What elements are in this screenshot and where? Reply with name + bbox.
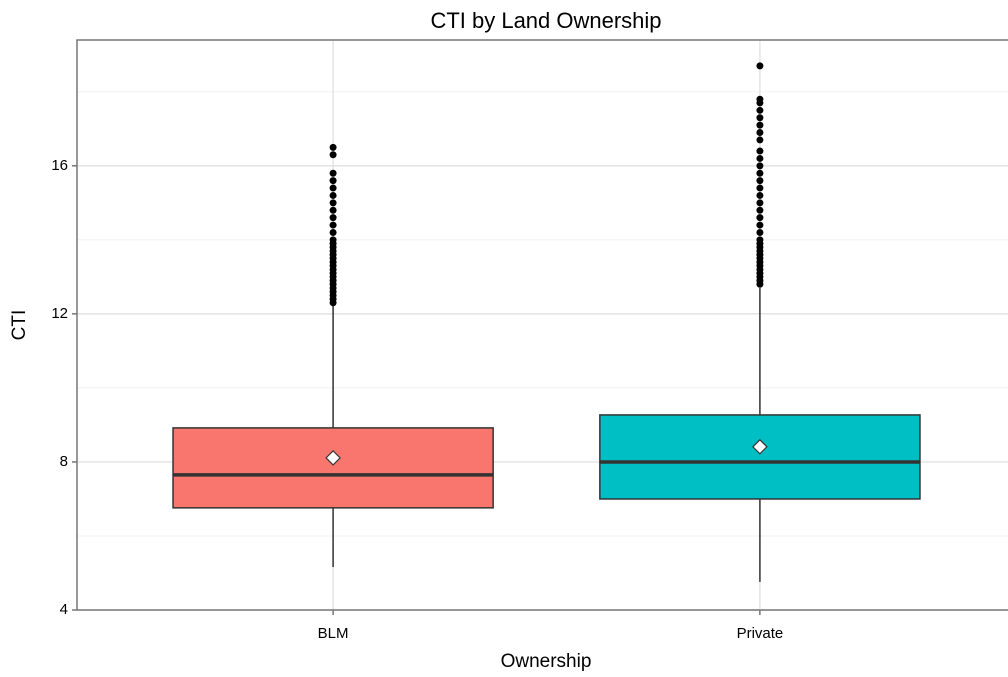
outlier <box>329 191 337 199</box>
outlier <box>329 151 337 159</box>
mean-marker <box>752 438 768 455</box>
outlier <box>756 147 764 155</box>
outlier <box>756 221 764 229</box>
outlier <box>756 214 764 222</box>
outlier <box>329 228 337 236</box>
outlier <box>329 221 337 229</box>
outlier <box>756 177 764 185</box>
outlier <box>756 62 764 70</box>
outlier <box>756 191 764 199</box>
mean-marker <box>325 450 341 466</box>
x-axis-label: Ownership <box>501 651 592 672</box>
box <box>599 414 921 500</box>
outlier <box>329 177 337 185</box>
outlier <box>756 184 764 192</box>
outlier <box>329 169 337 177</box>
outlier <box>756 106 764 114</box>
outlier <box>756 136 764 144</box>
y-axis-label: CTI <box>9 310 30 341</box>
outlier <box>756 129 764 137</box>
y-tick-label: 16 <box>51 157 68 174</box>
y-tick-label: 8 <box>60 453 68 470</box>
outlier <box>756 154 764 162</box>
outlier <box>329 214 337 222</box>
outlier <box>756 236 764 244</box>
outlier <box>756 114 764 122</box>
outlier <box>756 95 764 103</box>
panel-border <box>76 39 1008 611</box>
y-tick-label: 4 <box>60 601 68 618</box>
outlier <box>329 143 337 151</box>
chart-title: CTI by Land Ownership <box>430 8 661 33</box>
outlier <box>329 199 337 207</box>
outlier <box>756 228 764 236</box>
outlier <box>756 169 764 177</box>
box <box>172 427 494 509</box>
outlier <box>329 184 337 192</box>
outlier <box>756 206 764 214</box>
x-tick-label: Private <box>737 625 784 642</box>
outlier <box>329 236 337 244</box>
outlier <box>756 121 764 129</box>
outlier <box>756 199 764 207</box>
outlier <box>329 206 337 214</box>
outlier <box>756 162 764 170</box>
x-tick-label: BLM <box>318 625 349 642</box>
y-tick-label: 12 <box>51 305 68 322</box>
